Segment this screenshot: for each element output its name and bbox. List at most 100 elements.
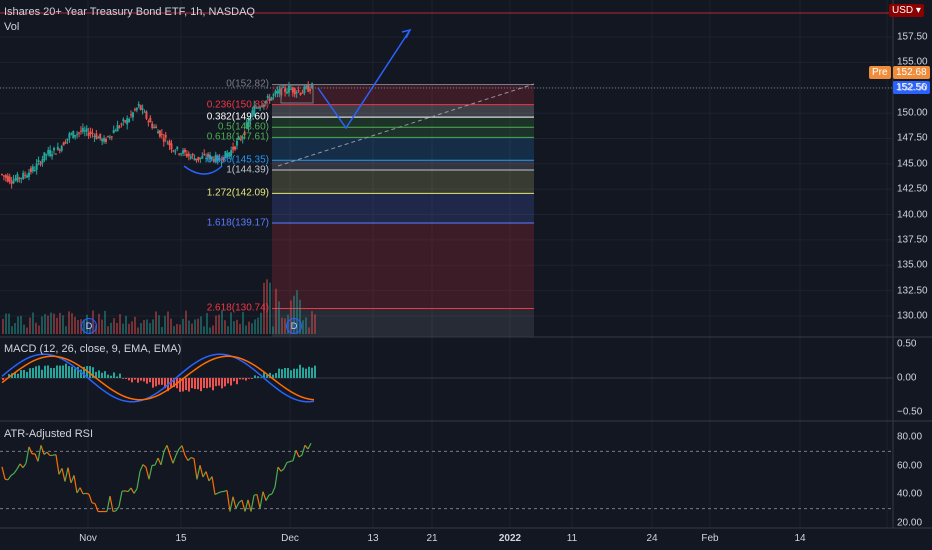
candle-body bbox=[253, 105, 256, 117]
volume-bar bbox=[170, 318, 172, 334]
volume-bar bbox=[296, 290, 298, 334]
rsi-segment bbox=[190, 456, 195, 460]
macd-histogram-bar bbox=[266, 375, 268, 378]
volume-bar bbox=[266, 279, 268, 334]
pre-market-price-tag: 152.68 bbox=[893, 66, 930, 79]
candle-body bbox=[295, 92, 298, 94]
candle-body bbox=[157, 131, 159, 134]
candle-body bbox=[45, 154, 48, 156]
candle-body bbox=[66, 138, 69, 141]
candle-body bbox=[112, 130, 115, 134]
candle-body bbox=[51, 154, 54, 157]
rsi-segment bbox=[85, 492, 90, 495]
rsi-segment bbox=[208, 476, 213, 482]
candle-body bbox=[187, 153, 190, 156]
currency-label: USD bbox=[892, 5, 914, 16]
rsi-legend[interactable]: ATR-Adjusted RSI bbox=[4, 428, 94, 440]
volume-legend[interactable]: Vol bbox=[4, 21, 20, 33]
candle-body bbox=[64, 141, 67, 144]
rsi-segment bbox=[268, 493, 273, 496]
symbol-title[interactable]: Ishares 20+ Year Treasury Bond ETF, 1h, … bbox=[4, 6, 255, 18]
rsi-segment bbox=[193, 458, 198, 480]
macd-histogram-bar bbox=[47, 365, 49, 378]
dividend-icon[interactable]: D bbox=[286, 318, 302, 334]
candle-body bbox=[176, 146, 179, 150]
volume-bar bbox=[155, 311, 157, 334]
candle-body bbox=[289, 88, 292, 90]
candle-body bbox=[268, 98, 271, 102]
candle-body bbox=[41, 159, 44, 164]
volume-bar bbox=[11, 326, 13, 334]
volume-bar bbox=[200, 316, 202, 334]
candle-body bbox=[191, 153, 194, 156]
candle-body bbox=[307, 85, 310, 92]
macd-histogram-bar bbox=[71, 366, 73, 378]
volume-bar bbox=[236, 319, 238, 334]
volume-bar bbox=[239, 323, 241, 334]
time-tick-label: 24 bbox=[646, 533, 658, 544]
rsi-segment bbox=[40, 445, 45, 455]
volume-bar bbox=[194, 319, 196, 334]
candle-body bbox=[72, 130, 75, 139]
volume-bar bbox=[122, 323, 124, 334]
volume-bar bbox=[176, 323, 178, 334]
volume-bar bbox=[74, 316, 76, 334]
candle-body bbox=[83, 130, 86, 132]
rsi-segment bbox=[115, 506, 120, 512]
volume-bar bbox=[251, 323, 253, 334]
volume-bar bbox=[14, 323, 16, 334]
candle-body bbox=[126, 118, 129, 125]
rsi-segment bbox=[298, 454, 303, 458]
candle-body bbox=[276, 90, 279, 94]
volume-bar bbox=[257, 317, 259, 334]
rsi-segment bbox=[1, 466, 6, 480]
macd-histogram-bar bbox=[95, 371, 97, 378]
macd-histogram-bar bbox=[290, 370, 292, 378]
candle-body bbox=[182, 150, 185, 154]
rsi-segment bbox=[229, 496, 234, 512]
macd-histogram-bar bbox=[242, 378, 244, 380]
macd-histogram-bar bbox=[197, 378, 199, 390]
macd-histogram-bar bbox=[125, 378, 127, 379]
grid bbox=[0, 0, 893, 528]
macd-histogram-bar bbox=[50, 367, 52, 378]
candle-body bbox=[147, 121, 150, 123]
candle-body bbox=[118, 126, 121, 128]
candle-body bbox=[274, 91, 277, 94]
candle-body bbox=[218, 158, 221, 161]
volume-bar bbox=[128, 323, 130, 334]
rsi-segment bbox=[289, 460, 294, 463]
candle-body bbox=[143, 111, 146, 113]
rsi-segment bbox=[64, 467, 69, 482]
candle-body bbox=[26, 175, 29, 178]
rsi-segment bbox=[145, 467, 150, 480]
currency-badge[interactable]: USD ▾ bbox=[889, 4, 924, 17]
candle-body bbox=[29, 168, 32, 173]
macd-histogram-bar bbox=[20, 370, 22, 378]
volume-bar bbox=[146, 319, 148, 334]
rsi-segment bbox=[166, 445, 171, 455]
macd-legend[interactable]: MACD (12, 26, close, 9, EMA, EMA) bbox=[4, 343, 182, 355]
time-tick-label: 2022 bbox=[498, 533, 522, 544]
macd-histogram-bar bbox=[311, 367, 313, 378]
candle-body bbox=[85, 128, 88, 132]
macd-histogram-bar bbox=[173, 378, 175, 388]
dividend-icon[interactable]: D bbox=[81, 318, 97, 334]
macd-histogram-bar bbox=[32, 367, 34, 378]
candle-body bbox=[74, 134, 77, 137]
candle-body bbox=[78, 132, 81, 134]
volume-bar bbox=[23, 324, 25, 334]
fib-level-label: 0.382(149.60) bbox=[206, 111, 269, 123]
candle-body bbox=[257, 107, 260, 109]
candle-body bbox=[251, 110, 254, 115]
fib-zone bbox=[272, 127, 534, 138]
candle-body bbox=[153, 127, 156, 129]
rsi-segment bbox=[301, 445, 306, 456]
fib-zone bbox=[272, 84, 534, 105]
candle-body bbox=[76, 133, 79, 135]
time-tick-label: 14 bbox=[794, 533, 806, 544]
macd-histogram-bar bbox=[257, 376, 259, 378]
fib-level-label: 1.618(139.17) bbox=[206, 217, 269, 229]
price-tick-label: 142.50 bbox=[897, 183, 928, 195]
